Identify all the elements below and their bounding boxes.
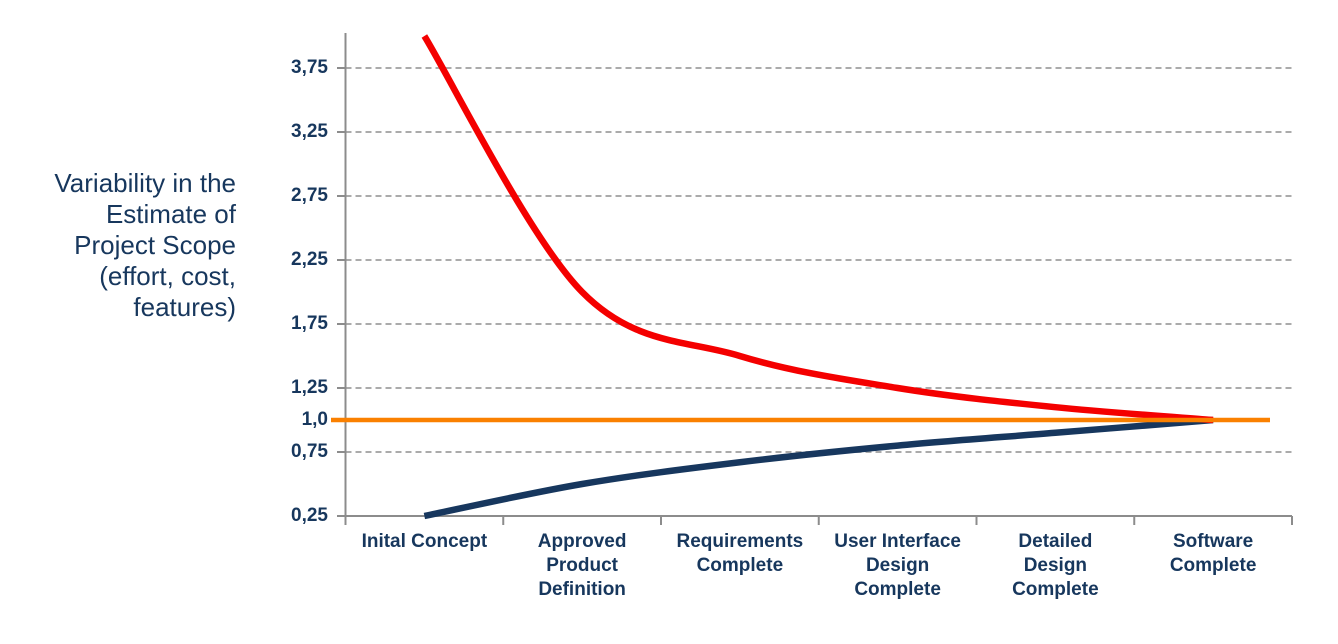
y-tick-label: 0,25	[291, 505, 328, 526]
x-category-label: Inital Concept	[361, 531, 488, 552]
series-line-lower-estimate-variability	[423, 416, 1214, 520]
x-category-label: Detailed Design Complete	[1012, 531, 1099, 600]
x-category-label: Software Complete	[1169, 531, 1257, 576]
y-tick-label: 2,75	[291, 185, 328, 206]
y-axis-title: Variability in the Estimate of Project Sco…	[54, 168, 236, 322]
y-tick-label: 1,0	[301, 409, 328, 430]
y-tick-label: 3,25	[291, 121, 328, 142]
y-tick-label: 3,75	[291, 57, 328, 78]
y-tick-label: 0,75	[291, 441, 328, 462]
x-category-label: Requirements Complete	[676, 531, 804, 576]
y-tick-label: 2,25	[291, 249, 328, 270]
y-tick-label: 1,75	[291, 313, 328, 334]
y-tick-label: 1,25	[291, 377, 328, 398]
x-category-label: Approved Product Definition	[537, 531, 627, 600]
series-line-upper-estimate-variability	[421, 34, 1214, 424]
x-category-label: User Interface Design Complete	[834, 531, 961, 600]
